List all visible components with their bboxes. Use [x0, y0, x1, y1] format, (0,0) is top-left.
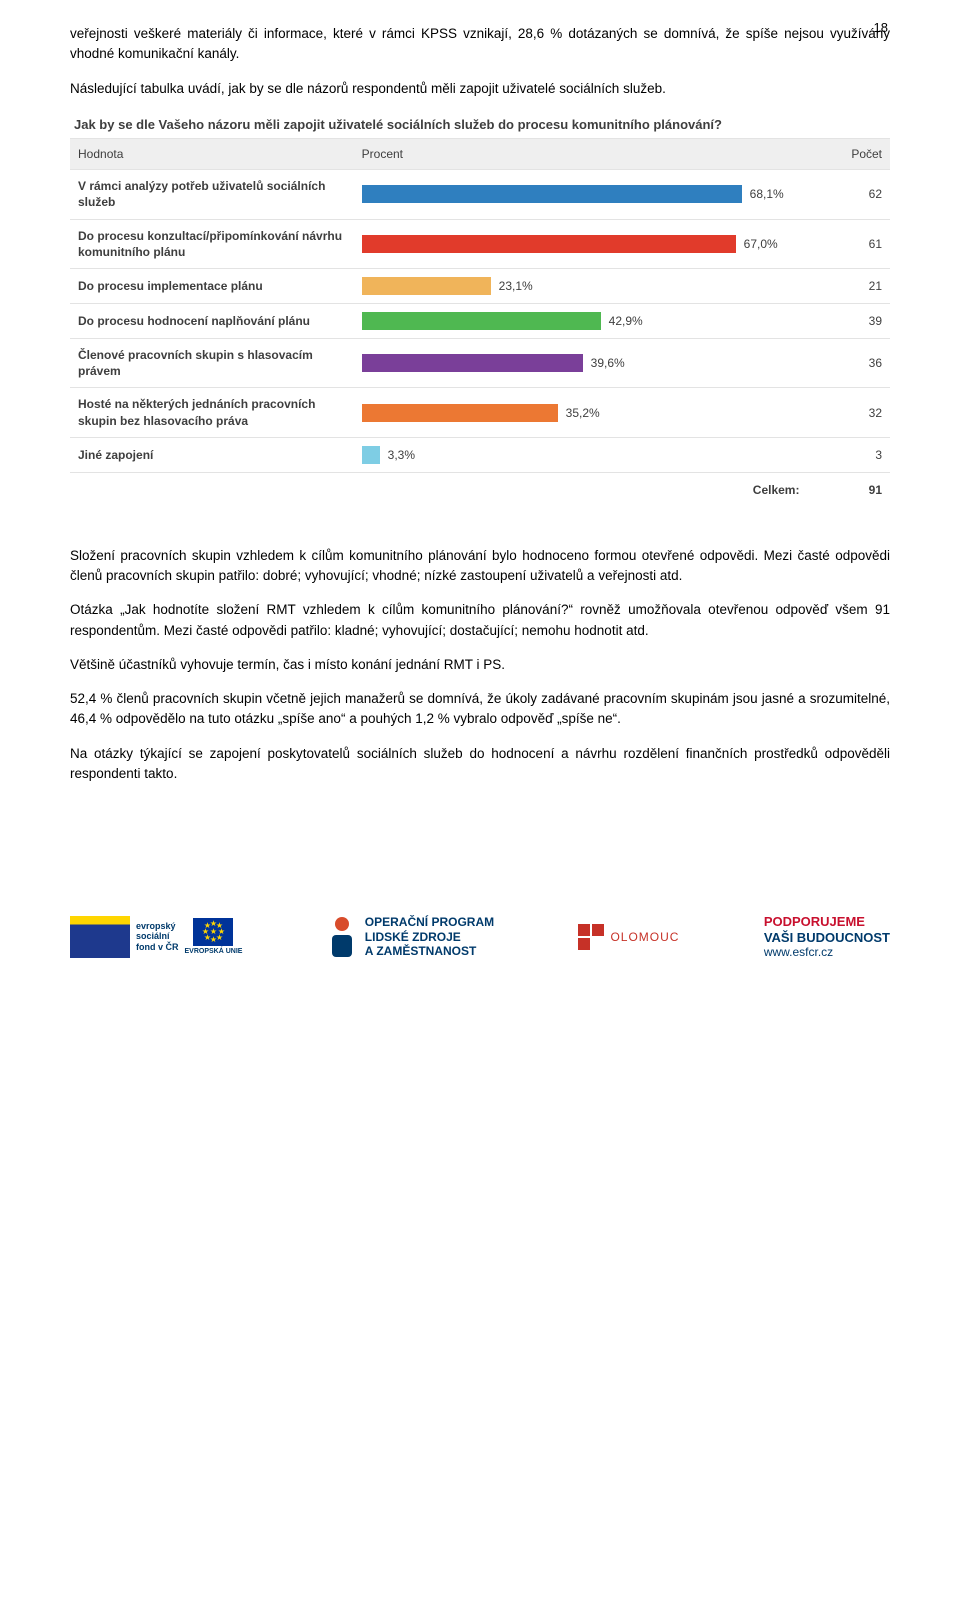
esf-line-2: sociální [136, 931, 179, 942]
row-label: Hosté na některých jednáních pracovních … [70, 388, 354, 437]
paragraph-2: Následující tabulka uvádí, jak by se dle… [70, 79, 890, 99]
col-header-percent: Procent [354, 139, 808, 170]
bar-percent: 23,1% [499, 277, 533, 295]
bar-percent: 68,1% [750, 185, 784, 203]
table-row: Do procesu konzultací/připomínkování náv… [70, 219, 890, 268]
olomouc-text: OLOMOUC [610, 928, 679, 946]
chart-table: Hodnota Procent Počet V rámci analýzy po… [70, 138, 890, 507]
op-line-1: OPERAČNÍ PROGRAM [365, 915, 494, 929]
row-label: Do procesu implementace plánu [70, 269, 354, 304]
paragraph-3: Složení pracovních skupin vzhledem k cíl… [70, 546, 890, 587]
table-row: Do procesu implementace plánu 23,1% 21 [70, 269, 890, 304]
olomouc-icon [578, 924, 604, 950]
esf-line-3: fond v ČR [136, 942, 179, 953]
row-count: 61 [807, 219, 890, 268]
esf-line-1: evropský [136, 921, 179, 932]
pod-line-2: VAŠI BUDOUCNOST [764, 930, 890, 946]
bar-percent: 42,9% [609, 312, 643, 330]
row-bar-cell: 39,6% [354, 339, 808, 388]
bar [362, 235, 736, 253]
bar-percent: 39,6% [591, 354, 625, 372]
bar [362, 354, 583, 372]
row-bar-cell: 68,1% [354, 170, 808, 219]
row-label: Jiné zapojení [70, 437, 354, 472]
eu-label: EVROPSKÁ UNIE [185, 948, 243, 956]
bar [362, 185, 742, 203]
table-row: Hosté na některých jednáních pracovních … [70, 388, 890, 437]
row-label: Do procesu konzultací/připomínkování náv… [70, 219, 354, 268]
row-count: 32 [807, 388, 890, 437]
pod-url: www.esfcr.cz [764, 945, 890, 959]
row-count: 3 [807, 437, 890, 472]
bar [362, 277, 491, 295]
esf-logo: evropský sociální fond v ČR EVROPSKÁ UNI… [70, 916, 242, 958]
bar [362, 446, 380, 464]
row-bar-cell: 42,9% [354, 304, 808, 339]
chart-title: Jak by se dle Vašeho názoru měli zapojit… [70, 115, 890, 135]
bar-percent: 3,3% [388, 446, 415, 464]
table-row: Do procesu hodnocení naplňování plánu 42,… [70, 304, 890, 339]
table-row: Jiné zapojení 3,3% 3 [70, 437, 890, 472]
bar [362, 404, 558, 422]
col-header-value: Hodnota [70, 139, 354, 170]
total-value: 91 [807, 472, 890, 507]
row-label: V rámci analýzy potřeb uživatelů sociáln… [70, 170, 354, 219]
row-label: Do procesu hodnocení naplňování plánu [70, 304, 354, 339]
row-bar-cell: 23,1% [354, 269, 808, 304]
op-shape-icon [327, 917, 357, 957]
row-count: 39 [807, 304, 890, 339]
paragraph-7: Na otázky týkající se zapojení poskytova… [70, 744, 890, 785]
paragraph-1: veřejnosti veškeré materiály či informac… [70, 24, 890, 65]
table-row: V rámci analýzy potřeb uživatelů sociáln… [70, 170, 890, 219]
paragraph-6: 52,4 % členů pracovních skupin včetně je… [70, 689, 890, 730]
olomouc-logo: OLOMOUC [578, 924, 679, 950]
eu-flag-icon [193, 918, 233, 946]
podporujeme-block: PODPORUJEME VAŠI BUDOUCNOST www.esfcr.cz [764, 914, 890, 960]
row-count: 21 [807, 269, 890, 304]
page-number: 18 [874, 18, 888, 38]
op-logo: OPERAČNÍ PROGRAM LIDSKÉ ZDROJE A ZAMĚSTN… [327, 915, 494, 958]
paragraph-4: Otázka „Jak hodnotíte složení RMT vzhled… [70, 600, 890, 641]
esf-flag-icon [70, 916, 130, 958]
op-line-2: LIDSKÉ ZDROJE [365, 930, 494, 944]
bar-percent: 35,2% [566, 404, 600, 422]
total-label: Celkem: [354, 472, 808, 507]
row-bar-cell: 67,0% [354, 219, 808, 268]
row-count: 36 [807, 339, 890, 388]
table-row: Členové pracovních skupin s hlasovacím p… [70, 339, 890, 388]
footer-logos: evropský sociální fond v ČR EVROPSKÁ UNI… [70, 904, 890, 980]
bar [362, 312, 601, 330]
op-line-3: A ZAMĚSTNANOST [365, 944, 494, 958]
row-label: Členové pracovních skupin s hlasovacím p… [70, 339, 354, 388]
bar-percent: 67,0% [744, 235, 778, 253]
row-bar-cell: 3,3% [354, 437, 808, 472]
row-bar-cell: 35,2% [354, 388, 808, 437]
col-header-count: Počet [807, 139, 890, 170]
row-count: 62 [807, 170, 890, 219]
pod-line-1: PODPORUJEME [764, 914, 890, 930]
paragraph-5: Většině účastníků vyhovuje termín, čas i… [70, 655, 890, 675]
